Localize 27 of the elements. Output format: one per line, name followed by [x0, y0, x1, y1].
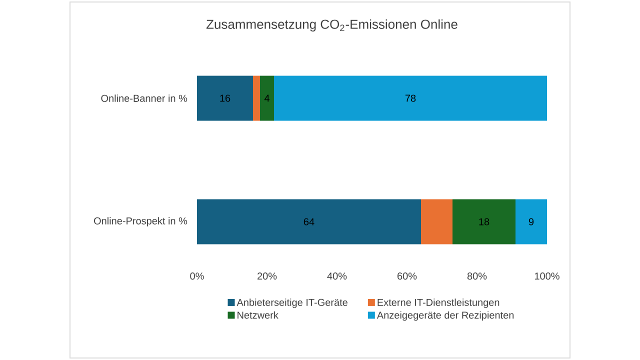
bar: [260, 76, 274, 121]
x-tick-label: 80%: [467, 272, 487, 280]
legend-label: Netzwerk: [238, 311, 278, 319]
legend-label: Externe IT-Dienstleistungen: [378, 298, 500, 308]
data-label: 18: [479, 218, 490, 226]
bar: [253, 76, 260, 121]
y-tick-label: Online-Prospekt in %: [94, 217, 188, 226]
bar: [452, 199, 516, 244]
data-label: 64: [304, 218, 314, 226]
data-label: 78: [405, 94, 416, 102]
legend-label: Anzeigegeräte der Rezipienten: [376, 311, 514, 321]
x-tick-label: 0%: [190, 272, 204, 280]
data-label: 16: [220, 94, 230, 102]
bar: [197, 76, 254, 121]
x-tick-label: 20%: [257, 272, 277, 280]
bar: [197, 199, 422, 244]
x-tick-label: 40%: [327, 272, 347, 280]
x-tick-label: 100%: [534, 272, 560, 280]
bar: [516, 199, 548, 244]
legend-label: Anbieterseitige IT-Geräte: [236, 298, 348, 308]
y-tick-label: Online-Banner in %: [101, 94, 188, 102]
bar: [421, 199, 453, 244]
x-tick-label: 60%: [397, 272, 417, 280]
data-label: 4: [264, 94, 270, 102]
bar: [274, 76, 548, 121]
chart-title: Zusammensetzung CO$_{2}$-Emissionen Online: [206, 19, 458, 32]
data-label: 9: [528, 218, 534, 226]
